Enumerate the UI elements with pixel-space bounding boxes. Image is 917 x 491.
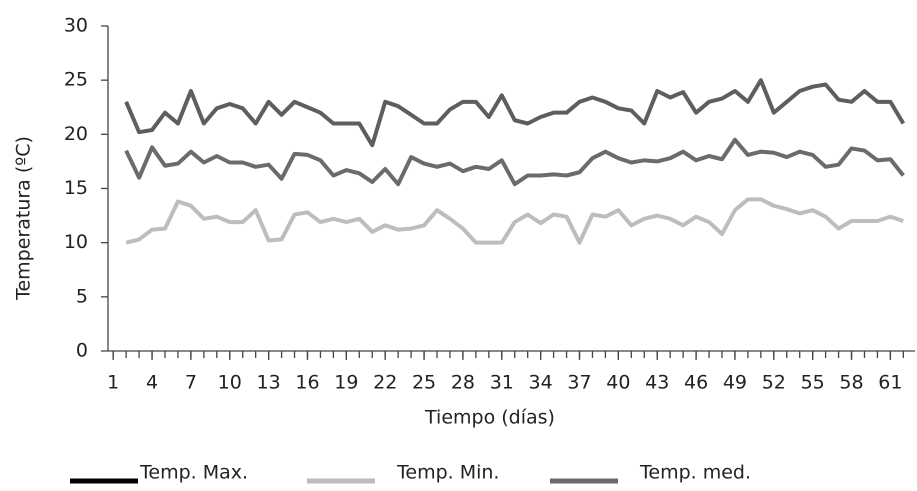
y-tick-label: 0 [76,340,88,362]
y-tick-label: 30 [64,15,88,37]
x-tick-label: 1 [107,372,119,394]
x-tick-label: 4 [146,372,158,394]
x-tick-label: 55 [801,372,825,394]
x-tick-label: 49 [723,372,747,394]
data-line [124,137,905,187]
x-axis-label: Tiempo (días) [424,407,555,429]
x-tick-label: 52 [762,372,786,394]
x-tick-label: 28 [451,372,475,394]
x-tick-label: 58 [839,372,863,394]
data-line [124,78,906,148]
x-tick-label: 10 [218,372,242,394]
x-tick-label: 34 [529,372,553,394]
legend-label: Temp. med. [639,462,751,484]
x-tick-label: 40 [606,372,630,394]
x-tick-label: 25 [412,372,436,394]
y-tick-label: 15 [64,177,88,199]
x-tick-label: 61 [878,372,902,394]
y-tick-label: 5 [76,285,88,307]
x-tick-label: 13 [257,372,281,394]
y-axis-label: Temperatura (ºC) [13,136,35,301]
x-tick-label: 19 [334,372,358,394]
y-tick-label: 25 [64,69,88,91]
data-line [125,197,904,245]
x-tick-label: 22 [373,372,397,394]
legend-label: Temp. Max. [139,462,248,484]
x-tick-label: 31 [490,372,514,394]
y-tick-label: 20 [64,123,88,145]
legend-label: Temp. Min. [396,462,499,484]
x-tick-label: 7 [185,372,197,394]
y-tick-label: 10 [64,231,88,253]
x-tick-label: 37 [567,372,591,394]
x-tick-label: 43 [645,372,669,394]
x-tick-label: 16 [295,372,319,394]
x-tick-label: 46 [684,372,708,394]
